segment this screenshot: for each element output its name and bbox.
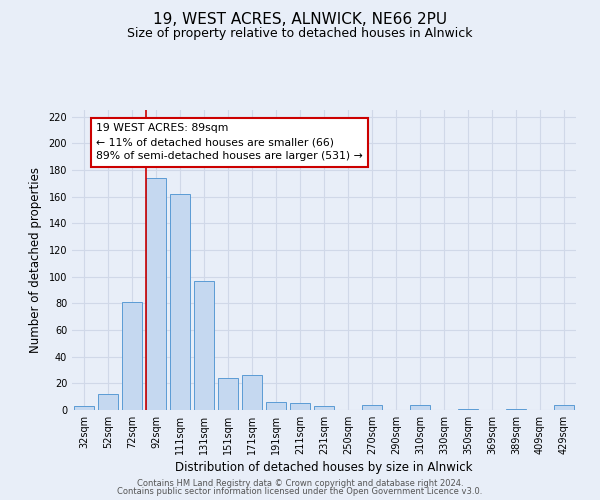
Bar: [314, 406, 334, 410]
Text: Contains HM Land Registry data © Crown copyright and database right 2024.: Contains HM Land Registry data © Crown c…: [137, 478, 463, 488]
Text: 19 WEST ACRES: 89sqm
← 11% of detached houses are smaller (66)
89% of semi-detac: 19 WEST ACRES: 89sqm ← 11% of detached h…: [96, 124, 363, 162]
Bar: [242, 376, 262, 410]
Bar: [218, 378, 238, 410]
Bar: [290, 404, 310, 410]
Bar: [410, 404, 430, 410]
Bar: [122, 302, 142, 410]
Bar: [266, 402, 286, 410]
Bar: [554, 404, 574, 410]
Bar: [194, 280, 214, 410]
Text: Contains public sector information licensed under the Open Government Licence v3: Contains public sector information licen…: [118, 487, 482, 496]
Bar: [146, 178, 166, 410]
Text: 19, WEST ACRES, ALNWICK, NE66 2PU: 19, WEST ACRES, ALNWICK, NE66 2PU: [153, 12, 447, 28]
Bar: [506, 408, 526, 410]
Bar: [98, 394, 118, 410]
Text: Size of property relative to detached houses in Alnwick: Size of property relative to detached ho…: [127, 28, 473, 40]
Bar: [362, 404, 382, 410]
Bar: [458, 408, 478, 410]
Y-axis label: Number of detached properties: Number of detached properties: [29, 167, 41, 353]
X-axis label: Distribution of detached houses by size in Alnwick: Distribution of detached houses by size …: [175, 461, 473, 474]
Bar: [170, 194, 190, 410]
Bar: [74, 406, 94, 410]
